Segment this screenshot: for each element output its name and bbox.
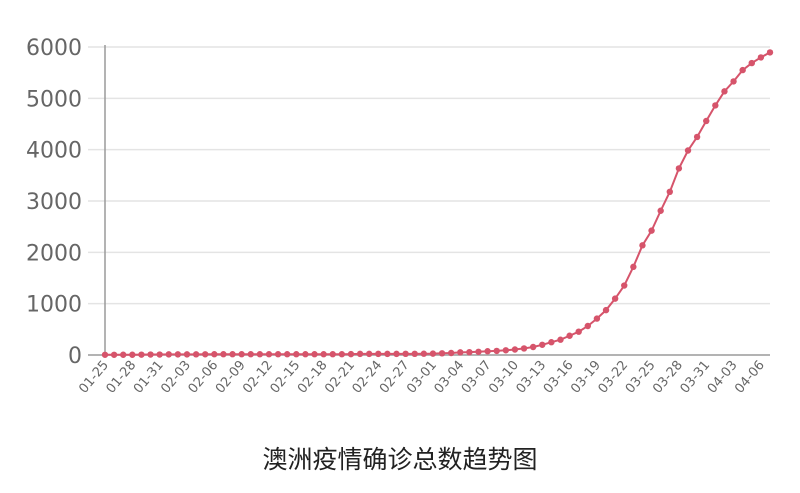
data-point — [475, 348, 482, 355]
data-point — [502, 347, 510, 354]
data-point — [311, 351, 318, 358]
y-tick-label: 6000 — [26, 36, 82, 61]
data-point — [447, 349, 455, 357]
y-tick-label: 3000 — [26, 190, 82, 215]
data-point — [466, 348, 473, 356]
data-point — [703, 117, 710, 125]
data-point — [138, 351, 145, 358]
data-point — [156, 351, 163, 358]
data-point — [265, 351, 273, 358]
data-point — [721, 88, 728, 95]
data-point — [666, 188, 673, 196]
data-point — [639, 242, 646, 249]
gridlines — [88, 46, 770, 356]
data-point — [648, 227, 655, 234]
data-point — [757, 54, 765, 61]
data-point — [402, 350, 409, 358]
data-point — [493, 347, 500, 355]
data-point — [110, 351, 118, 358]
line-chart: 0 1000 2000 3000 4000 5000 6000 01-2501-2801-3… — [26, 36, 774, 397]
data-point — [739, 66, 746, 74]
y-tick-label: 2000 — [26, 241, 82, 266]
data-point — [730, 78, 737, 85]
data-point — [529, 343, 537, 351]
data-point — [566, 332, 573, 339]
data-point — [675, 165, 683, 172]
data-point — [657, 207, 664, 214]
data-point — [429, 350, 437, 357]
data-point — [192, 351, 200, 358]
data-point — [302, 351, 309, 358]
data-point — [238, 351, 245, 358]
y-tick-label: 1000 — [26, 293, 82, 318]
x-tick-label: 04-06 — [732, 358, 768, 397]
x-axis-ticks: 01-2501-2801-3102-0302-0602-0902-1202-15… — [76, 358, 768, 397]
data-point — [274, 351, 282, 358]
data-point — [712, 102, 719, 109]
data-point — [593, 315, 601, 322]
data-point — [256, 351, 264, 358]
data-point — [411, 350, 418, 358]
data-point — [283, 351, 291, 358]
data-point — [174, 351, 182, 358]
y-tick-label: 4000 — [26, 139, 82, 164]
data-point — [684, 147, 692, 154]
data-point — [393, 350, 400, 358]
data-point — [329, 351, 336, 358]
data-point — [120, 351, 127, 358]
data-point — [438, 350, 446, 357]
data-point — [375, 350, 382, 358]
y-axis-ticks: 0 1000 2000 3000 4000 5000 6000 — [26, 36, 82, 369]
data-point — [202, 351, 209, 358]
data-point — [457, 349, 464, 356]
data-point — [129, 351, 136, 358]
data-point — [338, 351, 346, 358]
data-point — [611, 295, 619, 302]
data-points — [101, 49, 774, 358]
data-point — [575, 328, 582, 335]
data-point — [101, 351, 109, 358]
data-point — [211, 351, 218, 358]
data-point — [748, 59, 755, 67]
data-point — [484, 348, 491, 355]
data-point — [229, 351, 236, 358]
data-point — [766, 49, 774, 56]
data-point — [356, 350, 364, 358]
data-point — [365, 350, 373, 358]
data-point — [420, 350, 428, 357]
data-point — [384, 350, 391, 358]
data-point — [520, 345, 528, 352]
data-point — [557, 336, 564, 343]
data-point — [548, 339, 555, 346]
data-point — [165, 351, 172, 358]
chart-title: 澳洲疫情确诊总数趋势图 — [262, 445, 538, 474]
data-point — [584, 322, 592, 330]
data-point — [220, 351, 227, 358]
data-point — [602, 306, 610, 314]
data-point — [539, 341, 546, 348]
y-tick-label: 0 — [68, 344, 82, 369]
data-point — [630, 263, 637, 271]
data-point — [511, 346, 519, 353]
y-tick-label: 5000 — [26, 87, 82, 112]
data-point — [347, 350, 355, 358]
data-point — [147, 351, 154, 358]
data-point — [320, 351, 327, 358]
data-point — [247, 351, 254, 358]
data-point — [293, 351, 300, 358]
data-point — [183, 351, 191, 358]
data-point — [693, 133, 701, 141]
data-point — [621, 282, 628, 289]
